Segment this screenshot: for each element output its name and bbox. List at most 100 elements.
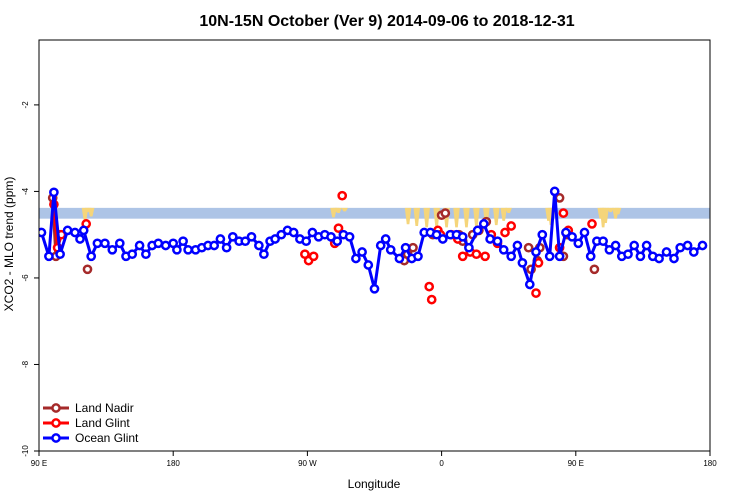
data-point xyxy=(55,249,65,260)
data-point xyxy=(485,234,495,244)
data-point xyxy=(554,251,565,262)
data-point xyxy=(357,247,367,257)
data-point xyxy=(114,238,125,249)
data-point xyxy=(480,251,490,262)
data-point xyxy=(431,229,442,240)
data-point xyxy=(635,251,646,262)
x-tick-label: 180 xyxy=(703,459,717,468)
data-point xyxy=(549,186,560,197)
data-point xyxy=(333,223,344,234)
data-point xyxy=(380,234,391,244)
data-point xyxy=(227,231,238,242)
legend-item-ocean-glint: Ocean Glint xyxy=(43,431,139,445)
land-fill-16 xyxy=(493,207,500,226)
data-point xyxy=(464,242,474,253)
data-point xyxy=(424,281,435,292)
data-point xyxy=(531,288,541,298)
data-point xyxy=(92,238,103,249)
data-point xyxy=(172,244,182,255)
data-point xyxy=(457,231,468,242)
data-point xyxy=(270,234,280,244)
legend-label: Land Nadir xyxy=(75,401,134,415)
land-fill-25 xyxy=(607,207,614,213)
data-point xyxy=(78,225,89,236)
data-point xyxy=(531,247,541,257)
data-point xyxy=(178,236,188,247)
data-point xyxy=(675,242,686,253)
data-point xyxy=(472,225,483,236)
data-point xyxy=(160,240,171,251)
land-fill-14 xyxy=(473,207,480,227)
data-point xyxy=(100,238,110,249)
y-tick-label: -6 xyxy=(21,274,30,282)
legend-marker xyxy=(51,403,61,413)
series-ocean-glint xyxy=(39,186,708,294)
data-point xyxy=(604,244,615,255)
data-point xyxy=(254,240,264,251)
land-fill-6 xyxy=(341,207,348,212)
land-fill-2 xyxy=(87,207,95,217)
data-point xyxy=(337,190,348,201)
legend-item-land-nadir: Land Nadir xyxy=(43,401,134,415)
land-fill-18 xyxy=(505,207,512,214)
x-tick-label: 180 xyxy=(167,459,181,468)
data-point xyxy=(567,231,577,242)
data-point xyxy=(471,249,482,260)
data-point xyxy=(39,227,47,238)
data-point xyxy=(301,236,312,247)
data-point xyxy=(351,253,361,264)
plot-frame xyxy=(38,39,711,452)
data-point xyxy=(561,227,571,238)
data-point xyxy=(153,238,164,249)
x-tick-label: 90 E xyxy=(31,459,47,468)
land-fill-27 xyxy=(614,207,622,215)
data-point xyxy=(127,249,138,260)
data-point xyxy=(669,253,679,264)
y-tick-label: -4 xyxy=(21,187,30,195)
data-point xyxy=(573,238,584,249)
land-fill-12 xyxy=(453,207,460,228)
data-point xyxy=(240,236,251,247)
plot-inner xyxy=(39,186,710,305)
data-point xyxy=(523,242,534,253)
legend-marker xyxy=(51,418,61,428)
land-fill-24 xyxy=(602,207,609,224)
data-point xyxy=(44,251,54,262)
x-tick-label: 0 xyxy=(439,459,444,468)
data-point xyxy=(209,240,220,251)
data-point xyxy=(385,244,396,255)
data-point xyxy=(512,240,523,251)
data-point xyxy=(661,247,672,257)
data-point xyxy=(629,240,640,251)
data-point xyxy=(524,279,535,290)
legend-label: Ocean Glint xyxy=(75,431,139,445)
data-point xyxy=(641,240,652,251)
data-point xyxy=(697,240,708,251)
land-fill-5 xyxy=(335,207,342,214)
data-point xyxy=(544,251,555,262)
data-point xyxy=(363,260,374,270)
data-point xyxy=(86,251,97,262)
reference-band xyxy=(39,207,710,219)
x-tick-label: 90 E xyxy=(568,459,584,468)
data-point xyxy=(440,208,451,218)
data-point xyxy=(70,227,80,238)
y-tick-label: -8 xyxy=(21,360,30,368)
data-point xyxy=(107,244,118,255)
data-point xyxy=(533,257,544,268)
data-point xyxy=(506,221,517,231)
x-tick-label: 90 W xyxy=(298,459,317,468)
data-point xyxy=(537,229,548,240)
data-point xyxy=(623,249,633,260)
data-point xyxy=(141,249,151,260)
legend-label: Land Glint xyxy=(75,416,130,430)
land-fill-8 xyxy=(413,207,420,227)
y-tick-label: -10 xyxy=(21,445,30,457)
y-axis-label: XCO2 - MLO trend (ppm) xyxy=(2,177,16,312)
data-point xyxy=(75,234,85,244)
data-point xyxy=(688,247,699,257)
data-point xyxy=(589,264,600,275)
data-point xyxy=(369,283,380,294)
data-point xyxy=(500,227,510,238)
land-fill-9 xyxy=(423,207,430,228)
